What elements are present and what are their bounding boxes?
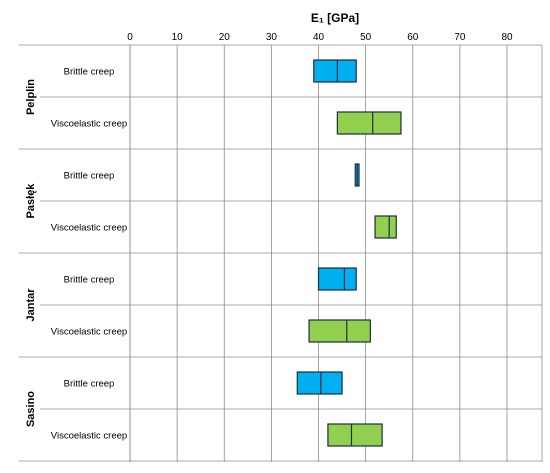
x-tick-label: 10 (172, 32, 184, 43)
x-tick-label: 40 (313, 32, 325, 43)
row-label: Viscoelastic creep (51, 431, 127, 442)
row-label: Viscoelastic creep (51, 119, 127, 130)
row-label: Brittle creep (64, 379, 115, 390)
row-label: Viscoelastic creep (51, 223, 127, 234)
row-labels: Pelplin Brittle creep Viscoelastic creep Pa… (25, 67, 127, 442)
group-label: Sasino (25, 391, 37, 427)
x-tick-label: 30 (266, 32, 278, 43)
group-label: Jantar (25, 288, 37, 322)
x-tick-label: 70 (454, 32, 466, 43)
row-label: Brittle creep (64, 67, 115, 78)
grid (19, 44, 543, 462)
group-label: Pasłęk (25, 183, 37, 219)
box-sasino-viscoelastic (327, 423, 383, 447)
row-label: Brittle creep (64, 171, 115, 182)
chart-title: E₁ [GPa] (311, 11, 359, 25)
box-jantar-brittle (317, 267, 357, 291)
box-sasino-brittle (296, 371, 343, 395)
x-tick-label: 80 (501, 32, 513, 43)
x-tick-label: 60 (407, 32, 419, 43)
row-label: Viscoelastic creep (51, 327, 127, 338)
row-label: Brittle creep (64, 275, 115, 286)
box-jantar-viscoelastic (308, 319, 371, 343)
x-tick-label: 50 (360, 32, 372, 43)
group-label: Pelplin (25, 79, 37, 115)
box-pelplin-brittle (313, 59, 357, 83)
box-pelplin-viscoelastic (336, 111, 402, 135)
boxes (296, 59, 402, 447)
x-tick-labels: 0 10 20 30 40 50 60 70 80 (127, 32, 513, 43)
x-tick-label: 20 (219, 32, 231, 43)
x-tick-label: 0 (127, 32, 133, 43)
box-pasłęk-viscoelastic (374, 215, 397, 239)
